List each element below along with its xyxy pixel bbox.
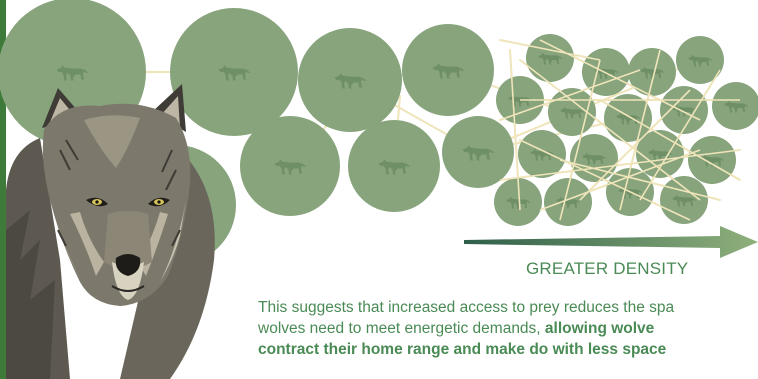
caption-line-2-plain: wolves need to meet energetic demands, xyxy=(258,320,545,337)
caption-line-1: This suggests that increased access to p… xyxy=(258,299,675,316)
caption-line-3: contract their home range and make do wi… xyxy=(258,341,667,358)
connector-line xyxy=(599,99,741,181)
territory-circles xyxy=(0,0,758,265)
territory-circle xyxy=(676,36,724,84)
territory-circle xyxy=(712,82,758,130)
gray-wolf-portrait xyxy=(6,84,215,379)
greater-density-label: GREATER DENSITY xyxy=(526,259,689,278)
territory-circle xyxy=(240,116,340,216)
territory-circle xyxy=(170,8,298,136)
caption-text: This suggests that increased access to p… xyxy=(258,297,758,360)
territory-circle xyxy=(688,136,736,184)
territory-connector-lines-overlay xyxy=(499,39,741,221)
territory-circle xyxy=(660,86,708,134)
connector-line xyxy=(519,59,701,201)
caption-line-2-bold: allowing wolve xyxy=(544,320,655,337)
connector-line xyxy=(499,149,741,181)
left-edge-bar xyxy=(0,0,6,379)
territory-circle xyxy=(526,34,574,82)
connector-line xyxy=(539,149,701,211)
territory-circle xyxy=(402,24,494,116)
connector-line xyxy=(639,69,721,201)
caption-line-2: wolves need to meet energetic demands, a… xyxy=(258,318,758,339)
territory-circle xyxy=(518,130,566,178)
connector-line xyxy=(579,89,691,201)
territory-circle xyxy=(544,178,592,226)
territory-circle xyxy=(442,116,514,188)
connector-line xyxy=(499,69,641,121)
connector-line xyxy=(499,39,601,61)
connector-line xyxy=(619,49,661,211)
greater-density-arrow xyxy=(464,226,758,258)
connector-line xyxy=(509,49,521,211)
territory-circle xyxy=(628,48,676,96)
territory-circle xyxy=(548,88,596,136)
territory-circle xyxy=(298,28,402,132)
connector-line xyxy=(519,139,691,221)
connector-line xyxy=(559,159,721,201)
territory-circle xyxy=(348,120,440,212)
territory-circle xyxy=(494,178,542,226)
